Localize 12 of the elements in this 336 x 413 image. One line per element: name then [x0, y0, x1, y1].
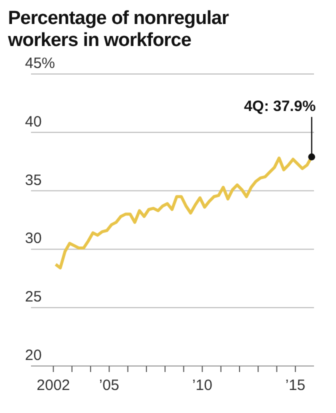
x-tick-label: 2002	[36, 377, 70, 394]
x-tick-label: ’15	[285, 377, 306, 394]
annotation: 4Q: 37.9%	[244, 98, 316, 115]
chart-title: Percentage of nonregular workers in workforce	[8, 8, 230, 52]
y-tick-label: 40	[25, 113, 42, 130]
y-tick-label: 35	[25, 172, 42, 189]
y-tick-label: 20	[25, 347, 42, 364]
y-tick-label: 25	[25, 288, 42, 306]
y-tick-label: 30	[25, 230, 42, 248]
x-tick-label: ’05	[99, 377, 120, 394]
y-tick-label: 45%	[25, 55, 56, 72]
x-tick-label: ’10	[192, 377, 212, 394]
